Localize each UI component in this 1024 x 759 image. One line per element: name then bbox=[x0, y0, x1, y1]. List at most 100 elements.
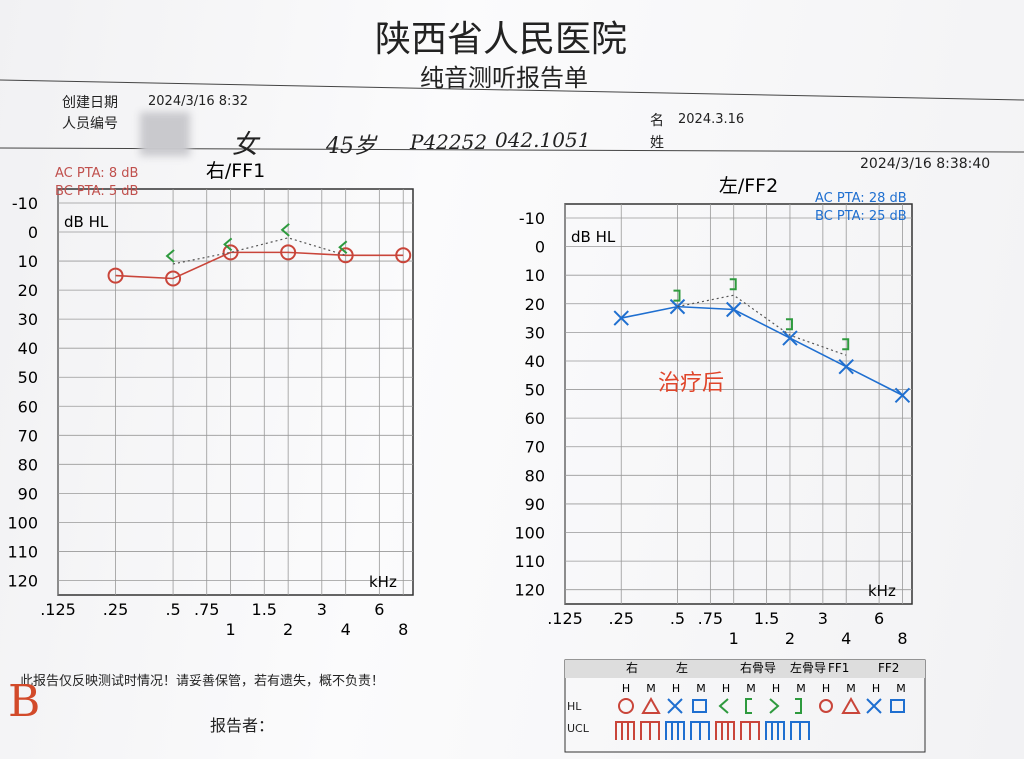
y-tick-label: 100 bbox=[514, 524, 545, 543]
x-tick-label: 1 bbox=[226, 620, 236, 639]
data-point bbox=[338, 240, 348, 255]
y-tick-label: 50 bbox=[18, 368, 38, 387]
field-value: 2024.3.16 bbox=[678, 112, 745, 127]
pta-label: AC PTA: 8 dB bbox=[55, 166, 138, 181]
y-tick-label: 60 bbox=[525, 409, 545, 428]
y-tick-label: 110 bbox=[514, 552, 545, 571]
data-point bbox=[223, 237, 233, 252]
field-label: 姓 bbox=[650, 135, 664, 151]
y-tick-label: 20 bbox=[18, 281, 38, 300]
field-label: 创建日期 bbox=[62, 95, 118, 111]
data-point bbox=[395, 247, 412, 264]
legend-symbol bbox=[795, 698, 802, 714]
data-point bbox=[280, 223, 290, 237]
y-tick-label: 40 bbox=[18, 339, 38, 358]
legend-symbol bbox=[641, 696, 661, 714]
field-label: 名 bbox=[650, 113, 664, 129]
pta-label: AC PTA: 28 dB bbox=[815, 191, 907, 206]
legend-symbol bbox=[765, 721, 785, 740]
report-subtitle: 纯音测听报告单 bbox=[420, 64, 588, 92]
x-tick-label: 1 bbox=[729, 629, 739, 648]
data-point bbox=[673, 289, 681, 302]
x-tick-label: 6 bbox=[874, 609, 884, 628]
report-title: 陕西省人民医院 bbox=[375, 19, 628, 60]
legend-symbol bbox=[690, 721, 710, 740]
x-axis-label: kHz bbox=[369, 573, 397, 591]
data-point bbox=[165, 249, 175, 263]
legend-sub: M bbox=[696, 682, 706, 695]
legend-group: FF2 bbox=[878, 661, 899, 675]
y-tick-label: 20 bbox=[525, 295, 545, 314]
data-point bbox=[842, 338, 850, 351]
legend-row: UCL bbox=[567, 722, 589, 735]
x-tick-label: 4 bbox=[841, 629, 851, 648]
pta-label: BC PTA: 25 dB bbox=[815, 209, 907, 224]
y-tick-label: 90 bbox=[525, 495, 545, 514]
legend-sub: H bbox=[872, 682, 880, 695]
legend-symbol bbox=[740, 721, 760, 740]
legend-symbol bbox=[667, 698, 683, 714]
data-point bbox=[165, 270, 182, 287]
y-tick-label: 30 bbox=[18, 310, 38, 329]
x-tick-label: .125 bbox=[40, 600, 76, 619]
data-point bbox=[280, 244, 297, 261]
x-tick-label: 3 bbox=[818, 609, 828, 628]
y-tick-label: 40 bbox=[525, 352, 545, 371]
legend-sub: M bbox=[846, 682, 856, 695]
legend-symbol bbox=[890, 699, 905, 713]
data-point bbox=[726, 301, 742, 318]
y-tick-label: 80 bbox=[525, 466, 545, 485]
legend-symbol bbox=[866, 698, 882, 714]
notice: 此报告仅反映测试时情况！请妥善保管，若有遗失，概不负责！ bbox=[20, 674, 385, 689]
legend-group: 右 bbox=[626, 660, 638, 675]
y-tick-label: 120 bbox=[7, 571, 38, 590]
rule bbox=[0, 79, 1024, 101]
data-point bbox=[613, 310, 629, 326]
x-tick-label: .5 bbox=[670, 609, 685, 628]
x-tick-label: 2 bbox=[283, 620, 293, 639]
x-tick-label: .125 bbox=[547, 609, 583, 628]
redaction bbox=[140, 112, 190, 156]
data-point bbox=[838, 358, 854, 375]
panel-label: B bbox=[8, 676, 41, 727]
x-tick-label: 6 bbox=[374, 600, 384, 619]
y-tick-label: 100 bbox=[7, 513, 38, 532]
data-point bbox=[785, 318, 793, 331]
y-tick-label: 0 bbox=[28, 223, 38, 242]
plot-frame bbox=[57, 188, 414, 596]
pta-label: BC PTA: 5 dB bbox=[55, 184, 138, 199]
legend-symbol bbox=[745, 698, 752, 714]
y-tick-label: 60 bbox=[18, 397, 38, 416]
handwriting: 女 bbox=[232, 130, 259, 160]
y-tick-label: -10 bbox=[519, 209, 545, 228]
legend-sub: M bbox=[796, 682, 806, 695]
x-tick-label: 1.5 bbox=[252, 600, 277, 619]
handwriting: 042.1051 bbox=[495, 128, 591, 152]
x-tick-label: .5 bbox=[165, 600, 180, 619]
handwriting: P42252 bbox=[410, 130, 488, 154]
field-value: 2024/3/16 8:32 bbox=[148, 94, 248, 109]
y-tick-label: 50 bbox=[525, 381, 545, 400]
legend-symbols bbox=[615, 696, 905, 740]
series-line bbox=[677, 294, 847, 356]
y-tick-label: 90 bbox=[18, 484, 38, 503]
y-tick-label: 10 bbox=[18, 252, 38, 271]
chart-title: 右/FF1 bbox=[206, 160, 265, 182]
print-time: 2024/3/16 8:38:40 bbox=[860, 156, 991, 172]
legend-group: 左骨导 bbox=[790, 660, 826, 675]
legend-sub: M bbox=[746, 682, 756, 695]
plot-frame bbox=[564, 203, 913, 605]
series-line bbox=[621, 305, 903, 396]
x-axis-label: kHz bbox=[868, 582, 896, 600]
legend-sub: H bbox=[622, 682, 630, 695]
annotation: 治疗后 bbox=[658, 371, 724, 396]
legend-symbol bbox=[769, 698, 780, 714]
legend-symbol bbox=[819, 699, 833, 713]
legend-symbol bbox=[790, 721, 810, 740]
y-tick-label: -10 bbox=[12, 194, 38, 213]
data-point bbox=[107, 267, 124, 284]
y-tick-label: 0 bbox=[535, 238, 545, 257]
legend-symbol bbox=[715, 721, 735, 740]
legend-symbol bbox=[640, 721, 660, 740]
y-axis-label: dB HL bbox=[571, 228, 616, 246]
